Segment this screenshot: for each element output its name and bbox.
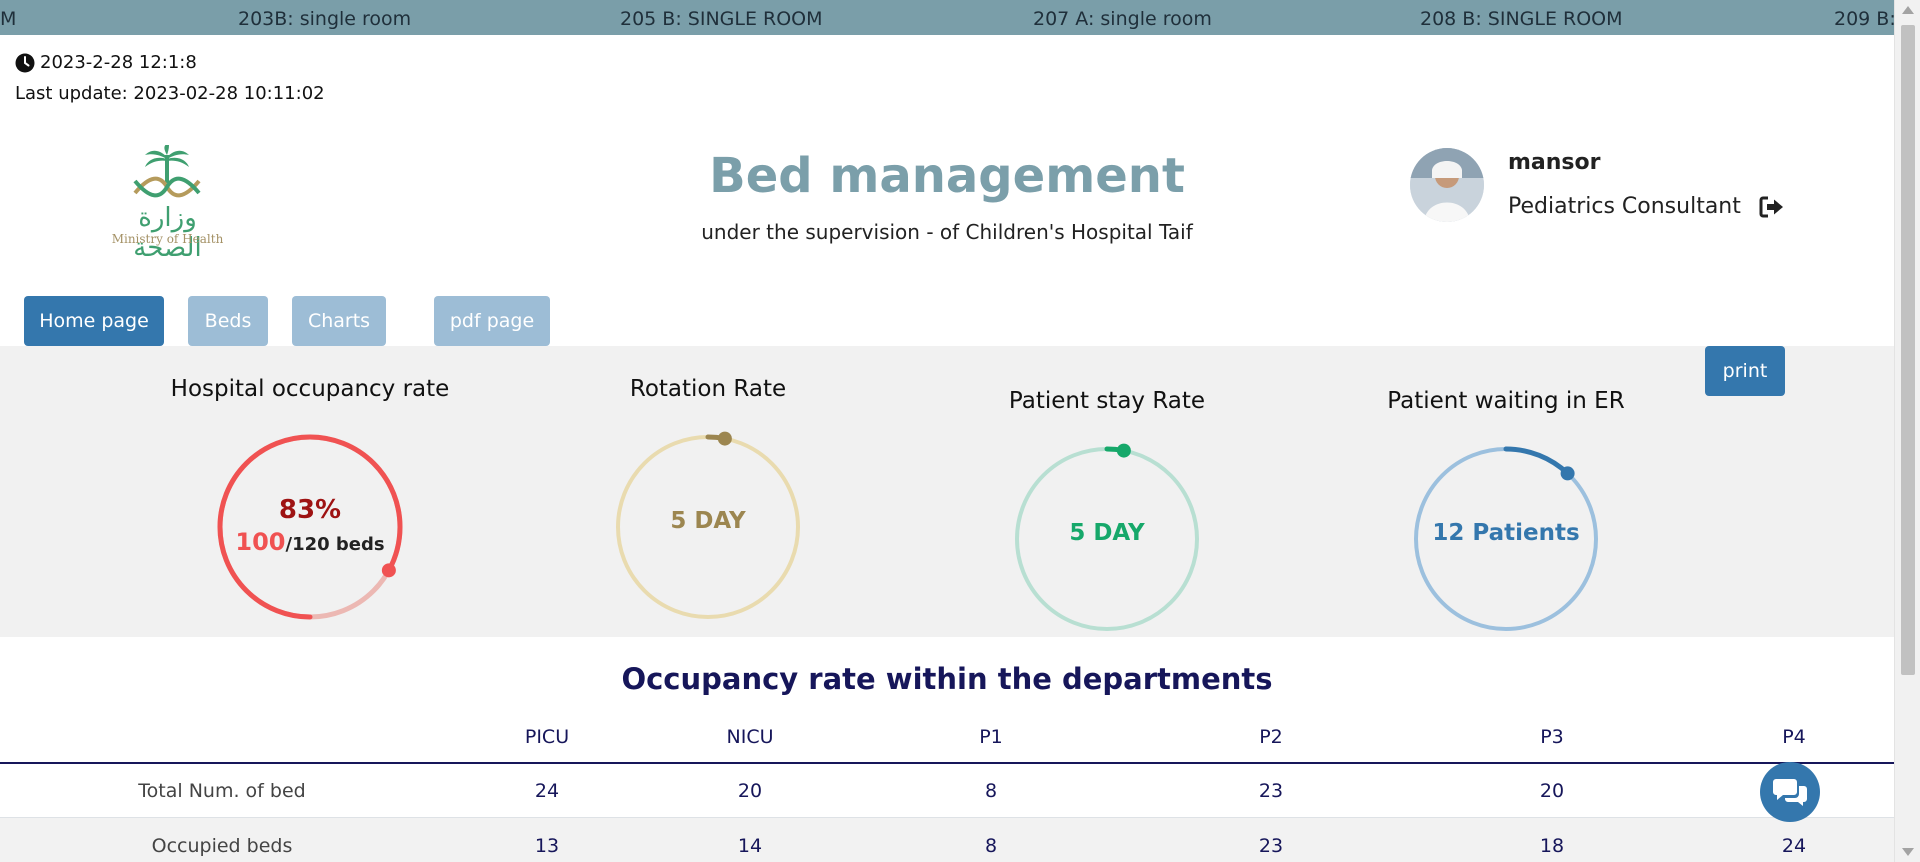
table-cell: 24 [534,780,560,802]
page-subtitle: under the supervision - of Children's Ho… [701,220,1193,244]
column-header-p2: P2 [1259,726,1283,748]
total-beds: /120 beds [285,534,385,555]
comments-icon [1773,779,1807,806]
nav-pdf-button[interactable]: pdf page [434,296,550,346]
column-header-picu: PICU [524,726,570,748]
stay-gauge-arc [1014,446,1200,632]
table-cell: 18 [1539,835,1565,857]
column-header-p4: P4 [1782,726,1806,748]
rotation-title: Rotation Rate [629,376,787,402]
occupancy-title: Hospital occupancy rate [170,376,450,402]
table-cell: 13 [534,835,560,857]
stats-panel [0,346,1894,637]
table-cell: 23 [1258,780,1284,802]
row-label-occupied-beds: Occupied beds [151,835,293,857]
column-header-nicu: NICU [726,726,774,748]
room-ticker: M 203B: single room 205 B: SINGLE ROOM 2… [0,0,1894,35]
stay-gauge [1014,443,1200,632]
table-row [0,818,1894,862]
waiting-value: 12 Patients [1432,520,1580,546]
ticker-item: 208 B: SINGLE ROOM [1420,8,1623,30]
occupancy-gauge [217,434,403,620]
waiting-gauge-arc [1413,446,1599,632]
nav-beds-button[interactable]: Beds [188,296,268,346]
scroll-up-arrow-icon[interactable] [1902,6,1914,14]
occupancy-beds: 100/120 beds [210,528,410,556]
table-cell: 24 [1781,835,1807,857]
table-cell: 23 [1258,835,1284,857]
column-header-p1: P1 [979,726,1003,748]
table-cell: 20 [737,780,763,802]
current-datetime: 2023-2-28 12:1:8 [15,52,197,73]
table-cell: 14 [737,835,763,857]
table-cell: 8 [984,835,998,857]
row-label-total-beds: Total Num. of bed [138,780,306,802]
ministry-logo: وزارة الصحة Ministry of Health [105,144,230,263]
ticker-item: 207 A: single room [1033,8,1212,30]
nav-charts-button[interactable]: Charts [292,296,386,346]
rotation-gauge-arc [615,434,801,620]
stay-value: 5 DAY [1069,520,1145,546]
occupied-count: 100 [235,528,286,556]
stay-gauge-knob [1116,443,1131,458]
scroll-down-arrow-icon[interactable] [1902,848,1914,856]
ticker-item: 205 B: SINGLE ROOM [620,8,823,30]
waiting-gauge [1413,446,1599,632]
datetime-text: 2023-2-28 12:1:8 [40,52,197,73]
sign-out-icon[interactable] [1759,196,1785,218]
clock-icon [15,53,35,72]
user-name: mansor [1508,150,1601,175]
rotation-gauge [615,431,801,620]
ticker-item: 203B: single room [238,8,412,30]
nav-home-button[interactable]: Home page [24,296,164,346]
occupancy-gauge-knob [381,563,396,578]
chat-button[interactable] [1760,762,1820,822]
table-cell: 8 [984,780,998,802]
logo-arabic-text: وزارة الصحة [133,203,202,263]
waiting-gauge-knob [1560,466,1575,481]
ticker-item: 209 B: S [1834,8,1894,30]
occupancy-percent: 83% [278,495,342,525]
user-avatar[interactable] [1410,148,1484,222]
page-title: Bed management [709,148,1185,204]
table-header-divider [0,762,1894,764]
ticker-item: M [0,8,17,30]
table-row [0,764,1894,818]
rotation-gauge-knob [717,431,732,446]
occupancy-gauge-arc [217,434,403,620]
last-update-text: Last update: 2023-02-28 10:11:02 [15,83,325,104]
column-header-p3: P3 [1540,726,1564,748]
palm-emblem-icon [133,144,201,198]
logo-english-text: Ministry of Health [111,232,224,246]
departments-section-title: Occupancy rate within the departments [621,662,1273,696]
waiting-title: Patient waiting in ER [1387,388,1625,414]
stay-title: Patient stay Rate [1008,388,1206,414]
avatar-image [1410,148,1484,222]
table-cell: 20 [1539,780,1565,802]
user-role: Pediatrics Consultant [1508,194,1741,219]
scroll-thumb[interactable] [1901,25,1915,675]
print-button[interactable]: print [1705,346,1785,396]
rotation-value: 5 DAY [670,508,746,534]
page-scrollbar[interactable] [1894,0,1920,862]
